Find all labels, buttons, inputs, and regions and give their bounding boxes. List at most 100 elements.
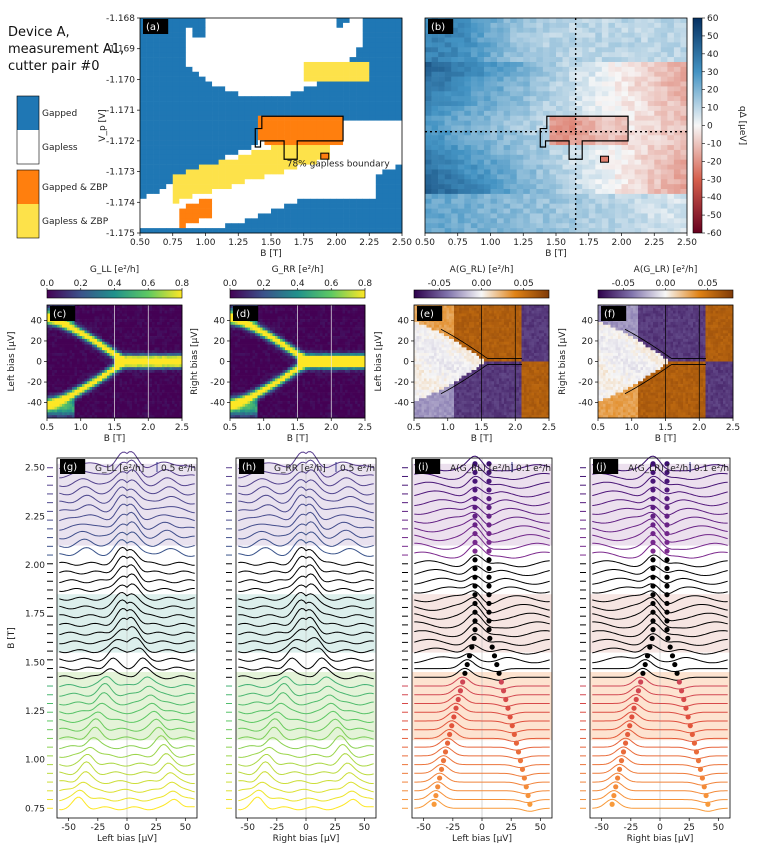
- panel-b-cell: [523, 169, 531, 175]
- panel-a-cell: [310, 189, 318, 195]
- panel-c-cell: [89, 338, 93, 343]
- panel-b-cell: [483, 135, 491, 141]
- panel-a-xtick-label: 0.75: [163, 238, 183, 248]
- panel-c-cell: [154, 341, 158, 345]
- panel-b-cell: [634, 164, 642, 170]
- panel-b-cell: [438, 193, 445, 200]
- panel-a-cell: [271, 37, 278, 43]
- panel-a-cell: [212, 37, 219, 43]
- panel-a-cell: [271, 120, 278, 126]
- panel-b-cell: [575, 174, 583, 180]
- panel-b-cell: [431, 96, 439, 102]
- panel-c-cell: [162, 347, 165, 351]
- panel-b-cell: [680, 81, 688, 87]
- panel-a-cell: [395, 140, 403, 146]
- panel-a-cell: [375, 47, 383, 53]
- panel-c-cell: [109, 305, 113, 309]
- panel-b-cell: [464, 66, 472, 73]
- panel-a-cell: [323, 52, 331, 58]
- panel-b-cell: [575, 164, 583, 170]
- panel-c-cell: [72, 375, 75, 379]
- panel-c-cell: [137, 367, 140, 371]
- panel-c-cell: [127, 372, 130, 376]
- panel-c-cell: [99, 310, 103, 314]
- panel-a-cell: [323, 81, 331, 87]
- panel-a-cell: [192, 120, 200, 126]
- panel-c-cell: [129, 305, 133, 309]
- panel-b-cell: [516, 184, 524, 190]
- panel-a-cell: [172, 18, 180, 24]
- panel-a-cell: [205, 154, 213, 161]
- panel-a-cell: [179, 218, 187, 224]
- panel-b-cell: [470, 101, 478, 107]
- panel-b-cell: [595, 71, 603, 77]
- panel-b-cell: [464, 218, 472, 224]
- panel-c-cell: [139, 367, 143, 371]
- panel-b-cell: [523, 66, 531, 73]
- panel-a-cell: [185, 71, 193, 77]
- panel-c-cell: [179, 350, 183, 354]
- panel-c-cell: [159, 364, 163, 368]
- panel-b-cell: [464, 91, 472, 97]
- panel-c-cell: [92, 330, 95, 334]
- panel-b-cell: [647, 213, 655, 219]
- panel-b-cell: [457, 228, 465, 234]
- panel-a-cell: [205, 32, 213, 38]
- panel-b-cell: [680, 86, 688, 92]
- panel-a-cell: [172, 198, 180, 204]
- panel-b-cell: [641, 105, 648, 112]
- panel-c-cell: [82, 375, 85, 379]
- panel-c-cell: [84, 321, 88, 326]
- panel-a-cell: [153, 228, 160, 234]
- panel-a-cell: [166, 145, 174, 151]
- panel-a-cell: [192, 57, 200, 63]
- panel-b-cell: [634, 218, 642, 224]
- panel-b-cell: [628, 203, 635, 209]
- panel-a-cell: [349, 164, 357, 170]
- panel-c-cell: [67, 375, 70, 379]
- panel-b-cell: [660, 22, 668, 29]
- panel-a-cell: [172, 213, 180, 219]
- panel-a-cell: [382, 135, 390, 141]
- panel-c-cell: [172, 321, 175, 326]
- panel-c-cell: [177, 347, 180, 351]
- panel-a-cell: [329, 71, 337, 77]
- panel-a-cell: [297, 140, 305, 146]
- panel-c-cell: [107, 355, 110, 359]
- panel-b-cell: [569, 164, 576, 170]
- panel-c-cell: [164, 307, 168, 311]
- panel-a-cell: [316, 223, 324, 229]
- panel-b-cell: [575, 228, 583, 234]
- panel-a-cell: [179, 203, 187, 209]
- panel-a-cell: [251, 71, 259, 77]
- panel-b-cell: [562, 198, 570, 204]
- panel-a-cell: [323, 213, 331, 219]
- panel-c-cell: [79, 338, 83, 343]
- panel-b-cell: [595, 184, 603, 190]
- panel-c-cell: [119, 307, 123, 311]
- panel-a-cell: [218, 101, 226, 107]
- panel-c-cell: [127, 310, 130, 314]
- panel-c-cell: [122, 319, 125, 323]
- panel-b-cell: [503, 213, 511, 219]
- panel-b-cell: [536, 179, 544, 185]
- panel-b-cell: [562, 96, 570, 102]
- panel-b-cell: [654, 57, 662, 63]
- panel-b-cell: [523, 91, 531, 97]
- panel-b-cell: [503, 228, 511, 234]
- panel-a-cell: [159, 71, 167, 77]
- panel-b-cell: [451, 115, 459, 121]
- panel-b-cell: [660, 27, 668, 33]
- panel-b-cell: [647, 22, 655, 29]
- panel-b-cell: [634, 27, 642, 33]
- panel-a-cell: [251, 149, 259, 156]
- panel-b-cell: [516, 47, 524, 53]
- panel-b-cell: [470, 218, 478, 224]
- panel-a-cell: [159, 149, 167, 156]
- panel-b-cell: [628, 47, 635, 53]
- panel-a-cell: [264, 61, 272, 68]
- panel-b-cell: [641, 96, 648, 102]
- panel-c-cell: [109, 321, 113, 326]
- panel-b-cell: [503, 203, 511, 209]
- panel-c-cell: [179, 333, 183, 337]
